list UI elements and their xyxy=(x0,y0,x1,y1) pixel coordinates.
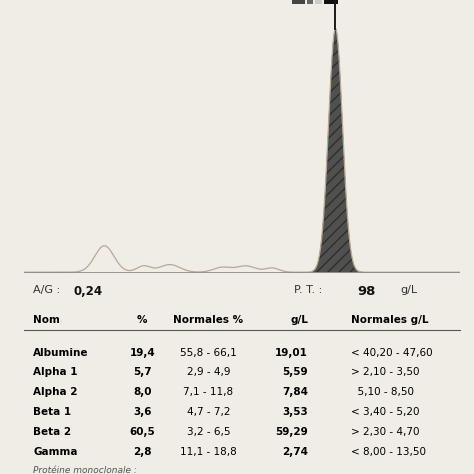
Text: 8,0: 8,0 xyxy=(133,387,152,397)
Text: 5,7: 5,7 xyxy=(133,367,152,377)
Text: > 2,30 - 4,70: > 2,30 - 4,70 xyxy=(351,427,419,437)
Text: g/L: g/L xyxy=(401,285,418,295)
Text: 98: 98 xyxy=(358,285,376,298)
Text: 0,24: 0,24 xyxy=(73,285,102,298)
Text: 59,29: 59,29 xyxy=(275,427,308,437)
Text: Albumine: Albumine xyxy=(33,347,89,357)
Bar xyxy=(307,0,313,4)
Bar xyxy=(315,0,322,4)
Text: P. T. :: P. T. : xyxy=(294,285,326,295)
Text: 3,6: 3,6 xyxy=(133,407,152,417)
Text: Normales g/L: Normales g/L xyxy=(351,315,428,325)
Text: Nom: Nom xyxy=(33,315,60,325)
Text: 60,5: 60,5 xyxy=(129,427,155,437)
Text: 19,4: 19,4 xyxy=(129,347,155,357)
Text: < 3,40 - 5,20: < 3,40 - 5,20 xyxy=(351,407,419,417)
Text: Gamma: Gamma xyxy=(33,447,78,457)
Text: < 8,00 - 13,50: < 8,00 - 13,50 xyxy=(351,447,426,457)
Text: A/G :: A/G : xyxy=(33,285,64,295)
Text: Protéine monoclonale :: Protéine monoclonale : xyxy=(33,466,137,474)
Text: Beta 1: Beta 1 xyxy=(33,407,71,417)
Bar xyxy=(324,0,337,4)
Text: g/L: g/L xyxy=(290,315,308,325)
Text: 5,59: 5,59 xyxy=(283,367,308,377)
Text: 3,2 - 6,5: 3,2 - 6,5 xyxy=(187,427,230,437)
Text: 19,01: 19,01 xyxy=(275,347,308,357)
Text: 2,9 - 4,9: 2,9 - 4,9 xyxy=(187,367,230,377)
Text: > 2,10 - 3,50: > 2,10 - 3,50 xyxy=(351,367,419,377)
Text: 5,10 - 8,50: 5,10 - 8,50 xyxy=(351,387,414,397)
Text: 3,53: 3,53 xyxy=(283,407,308,417)
Text: 2,8: 2,8 xyxy=(133,447,152,457)
Text: Alpha 1: Alpha 1 xyxy=(33,367,78,377)
Text: 55,8 - 66,1: 55,8 - 66,1 xyxy=(180,347,237,357)
Text: Beta 2: Beta 2 xyxy=(33,427,71,437)
Text: 7,84: 7,84 xyxy=(282,387,308,397)
Text: Normales %: Normales % xyxy=(173,315,244,325)
Text: Alpha 2: Alpha 2 xyxy=(33,387,78,397)
Text: 11,1 - 18,8: 11,1 - 18,8 xyxy=(180,447,237,457)
Text: 4,7 - 7,2: 4,7 - 7,2 xyxy=(187,407,230,417)
Text: 7,1 - 11,8: 7,1 - 11,8 xyxy=(183,387,234,397)
Text: %: % xyxy=(137,315,147,325)
Text: < 40,20 - 47,60: < 40,20 - 47,60 xyxy=(351,347,432,357)
Text: 2,74: 2,74 xyxy=(282,447,308,457)
Bar xyxy=(292,0,305,4)
